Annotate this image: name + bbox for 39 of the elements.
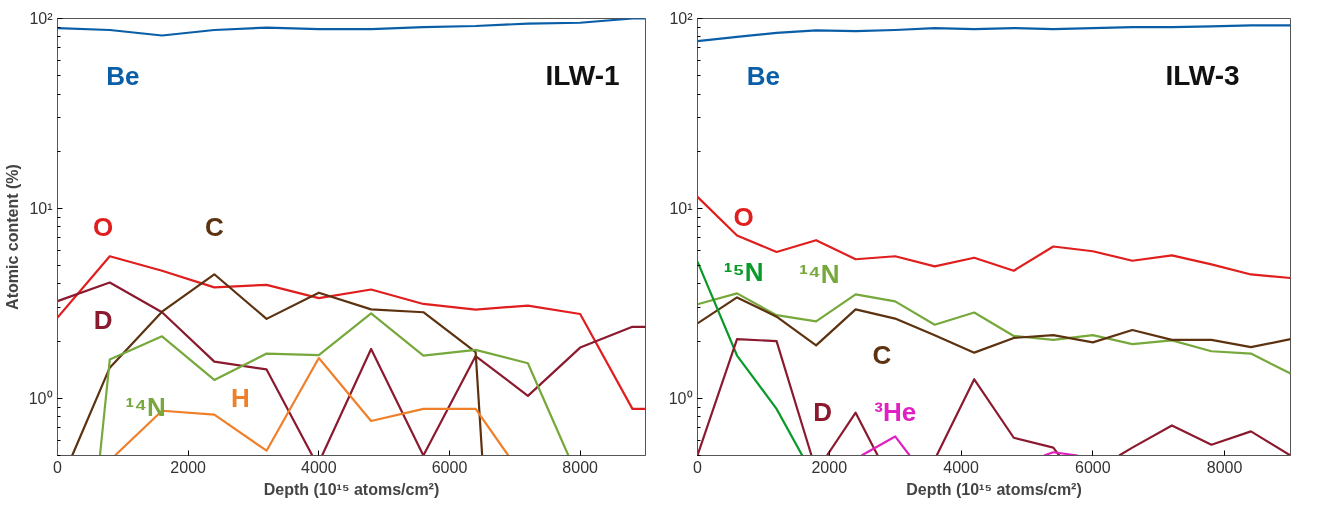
series-label: Be: [106, 60, 140, 91]
series-label: ³He: [874, 396, 917, 427]
annotation: ILW-1: [545, 60, 620, 91]
annotation: ILW-3: [1165, 60, 1240, 91]
series-label: D: [93, 304, 113, 335]
x-tick-label: 2000: [811, 458, 848, 476]
series-label: C: [204, 211, 224, 242]
y-tick-label: 10⁰: [668, 389, 693, 407]
series-label: ¹⁴N: [799, 259, 840, 290]
line-series: [697, 24, 1291, 43]
x-tick-label: 8000: [562, 458, 599, 476]
y-tick-label: 10²: [29, 10, 54, 27]
x-tick-label: 0: [53, 458, 63, 476]
series-label: O: [93, 211, 114, 242]
series-label: H: [231, 383, 250, 414]
x-axis-title: Depth (10¹⁵ atoms/cm²): [906, 480, 1082, 498]
series-label: Be: [746, 60, 781, 91]
x-axis-title: Depth (10¹⁵ atoms/cm²): [263, 480, 440, 498]
x-tick-label: 4000: [301, 458, 337, 476]
line-series: [113, 356, 510, 456]
x-tick-label: 4000: [943, 458, 979, 476]
y-axis-title: Atomic content (%): [3, 164, 21, 310]
series-label: D: [813, 396, 833, 427]
line-series: [57, 18, 646, 37]
line-series: [71, 273, 484, 456]
series-label: O: [733, 202, 754, 233]
line-series: [697, 292, 1291, 375]
x-tick-label: 0: [693, 458, 703, 476]
y-tick-label: 10¹: [669, 199, 693, 217]
y-tick-label: 10⁰: [28, 389, 53, 407]
series-label: ¹⁴N: [125, 392, 166, 423]
series-label: C: [872, 339, 892, 370]
x-tick-label: 6000: [431, 458, 468, 476]
series-label: ¹⁵N: [723, 257, 764, 288]
y-tick-label: 10¹: [29, 199, 53, 217]
y-tick-label: 10²: [669, 10, 694, 27]
x-tick-label: 8000: [1206, 458, 1243, 476]
x-tick-label: 6000: [1075, 458, 1111, 476]
x-tick-label: 2000: [170, 458, 207, 476]
